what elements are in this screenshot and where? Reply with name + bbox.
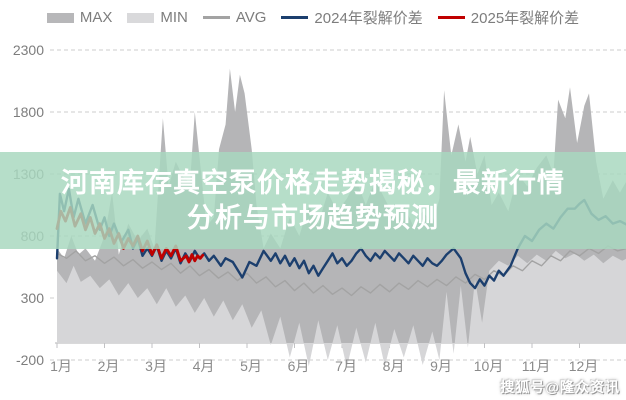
legend-line-swatch <box>437 16 465 19</box>
series-avg-line <box>56 245 626 297</box>
x-tick-label: 9月 <box>430 358 452 374</box>
legend-item-min: MIN <box>127 9 188 26</box>
x-tick-label: 5月 <box>240 358 262 374</box>
legend-area-swatch <box>46 12 74 23</box>
x-tick-label: 3月 <box>145 358 167 374</box>
legend-label: 2025年裂解价差 <box>470 10 580 27</box>
banner-title-line2: 分析与市场趋势预测 <box>187 202 439 233</box>
sohu-watermark: 搜狐号@隆众资讯 <box>500 379 620 395</box>
banner-title-line1: 河南库存真空泵价格走势揭秘，最新行情 <box>61 167 565 198</box>
legend-area-swatch <box>127 12 155 23</box>
y-tick-label: 300 <box>20 290 44 306</box>
title-overlay-banner: 河南库存真空泵价格走势揭秘，最新行情 分析与市场趋势预测 <box>0 152 626 249</box>
legend-label: MIN <box>160 9 188 26</box>
series-2024-line <box>55 187 626 290</box>
x-tick-label: 7月 <box>335 358 357 374</box>
legend-item-2025: 2025年裂解价差 <box>437 7 580 28</box>
legend-line-swatch <box>281 16 309 19</box>
x-tick-label: 4月 <box>192 358 215 374</box>
x-tick-label: 10月 <box>473 358 504 374</box>
legend-item-2024: 2024年裂解价差 <box>281 7 423 28</box>
y-tick-label: -200 <box>15 352 44 368</box>
legend-line-swatch <box>202 16 230 19</box>
y-tick-label: 2300 <box>12 42 44 58</box>
x-tick-label: 8月 <box>382 358 405 374</box>
x-tick-label: 6月 <box>287 358 310 374</box>
legend-label: 2024年裂解价差 <box>314 10 423 27</box>
x-tick-label: 2月 <box>97 358 120 374</box>
legend-item-max: MAX <box>46 9 113 26</box>
legend-label: AVG <box>235 9 267 26</box>
x-tick-label: 11月 <box>521 358 551 374</box>
legend-item-avg: AVG <box>202 9 267 26</box>
chart-legend: MAX MIN AVG 2024年裂解价差 2025年裂解价差 <box>0 7 626 28</box>
y-tick-label: 1800 <box>12 104 44 120</box>
x-tick-label: 12月 <box>568 358 599 374</box>
series-min-area <box>57 250 626 368</box>
x-tick-label: 1月 <box>50 358 72 374</box>
legend-label: MAX <box>79 9 113 26</box>
